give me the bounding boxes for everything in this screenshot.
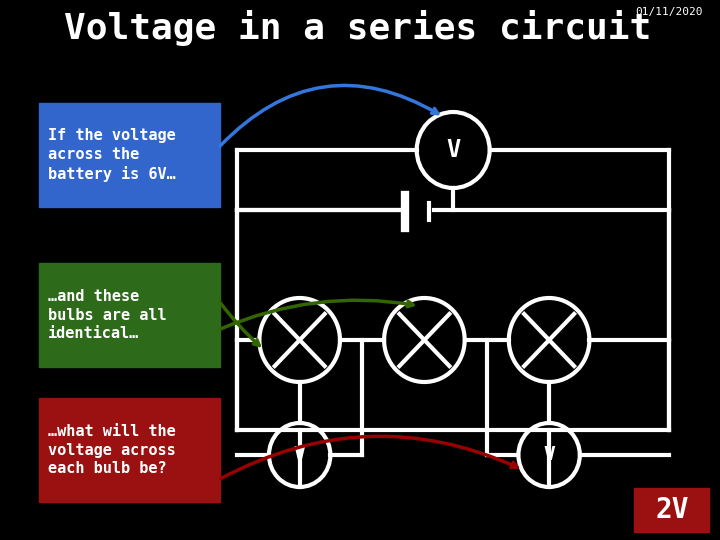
Circle shape	[509, 298, 590, 382]
Text: V: V	[294, 446, 305, 464]
Text: Voltage in a series circuit: Voltage in a series circuit	[63, 10, 651, 46]
FancyBboxPatch shape	[39, 263, 220, 367]
Circle shape	[269, 423, 330, 487]
Circle shape	[259, 298, 340, 382]
Text: 2V: 2V	[655, 496, 688, 524]
Text: …what will the
voltage across
each bulb be?: …what will the voltage across each bulb …	[48, 424, 176, 476]
Circle shape	[417, 112, 490, 188]
Text: …and these
bulbs are all
identical…: …and these bulbs are all identical…	[48, 289, 167, 341]
Circle shape	[384, 298, 464, 382]
Text: 01/11/2020: 01/11/2020	[635, 7, 703, 17]
FancyBboxPatch shape	[634, 488, 709, 532]
Text: V: V	[446, 138, 460, 162]
FancyBboxPatch shape	[39, 398, 220, 502]
Text: V: V	[543, 446, 555, 464]
Text: If the voltage
across the
battery is 6V…: If the voltage across the battery is 6V…	[48, 128, 176, 182]
FancyBboxPatch shape	[39, 103, 220, 207]
Circle shape	[518, 423, 580, 487]
